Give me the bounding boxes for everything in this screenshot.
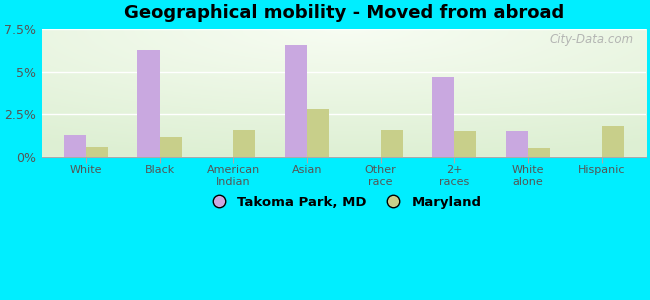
Bar (233, 130, 255, 157)
Bar (64, 135, 86, 157)
Bar (307, 109, 329, 157)
Title: Geographical mobility - Moved from abroad: Geographical mobility - Moved from abroa… (124, 4, 564, 22)
Bar (432, 77, 454, 157)
Bar (602, 126, 624, 157)
Bar (285, 45, 307, 157)
Legend: Takoma Park, MD, Maryland: Takoma Park, MD, Maryland (200, 190, 487, 214)
Bar (454, 131, 476, 157)
Bar (528, 148, 550, 157)
Bar (160, 136, 182, 157)
Text: City-Data.com: City-Data.com (550, 33, 634, 46)
Bar (381, 130, 403, 157)
Bar (506, 131, 528, 157)
Bar (138, 50, 160, 157)
Bar (86, 147, 108, 157)
